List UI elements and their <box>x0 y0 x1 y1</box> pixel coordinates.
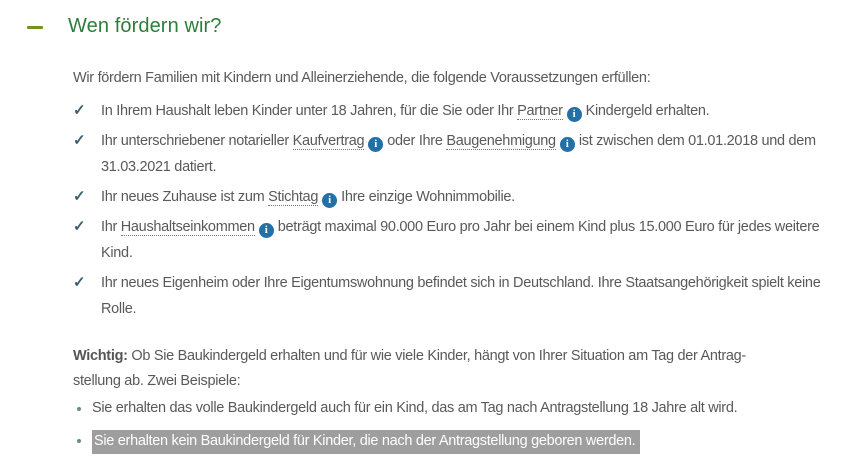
example-text: Sie erhalten das volle Baukindergeld auc… <box>92 400 738 416</box>
checklist-item: ✓ Ihr unterschriebener notarieller Kaufve… <box>73 128 833 180</box>
check-icon: ✓ <box>73 132 86 149</box>
stichtag-link[interactable]: Stichtag <box>268 189 319 206</box>
requirements-checklist: ✓ In Ihrem Haushalt leben Kinder unter 18… <box>73 98 833 322</box>
checklist-item-text: Ihr neues Eigenheim oder Ihre Eigentumsw… <box>101 275 821 317</box>
kaufvertrag-link[interactable]: Kaufvertrag <box>292 133 365 150</box>
info-icon[interactable]: i <box>258 223 274 238</box>
info-icon[interactable]: i <box>322 193 338 208</box>
example-item: Sie erhalten das volle Baukindergeld auc… <box>73 398 833 419</box>
important-label: Wichtig: <box>73 348 128 364</box>
checklist-item-text: Ihr unterschriebener notarieller Kaufver… <box>101 133 816 175</box>
check-icon: ✓ <box>73 218 86 235</box>
partner-link[interactable]: Partner <box>517 103 563 120</box>
baugenehmigung-link[interactable]: Baugenehmigung <box>446 133 556 150</box>
info-icon[interactable]: i <box>559 137 575 152</box>
checklist-item-text: Ihr neues Zuhause ist zum Stichtag i Ihre … <box>101 189 515 208</box>
checklist-item: ✓ In Ihrem Haushalt leben Kinder unter 18… <box>73 98 833 124</box>
bullet-icon <box>77 439 81 443</box>
intro-paragraph: Wir fördern Familien mit Kindern und All… <box>73 70 651 86</box>
accordion-content: Wir fördern Familien mit Kindern und All… <box>73 65 833 454</box>
example-text-selected: Sie erhalten kein Baukindergeld für Kind… <box>92 430 641 454</box>
checklist-item-text: Ihr Haushaltseinkommen i beträgt maximal 9… <box>101 219 820 261</box>
checklist-item: ✓ Ihr Haushaltseinkommen i beträgt maximal … <box>73 214 833 266</box>
important-note: Wichtig: Ob Sie Baukindergeld erhalten u… <box>73 344 833 394</box>
check-icon: ✓ <box>73 102 86 119</box>
info-icon[interactable]: i <box>566 107 582 122</box>
important-text-line2: stellung ab. Zwei Beispiele: <box>73 373 241 389</box>
faq-accordion-section: Wen fördern wir? Wir fördern Familien mi… <box>27 14 834 454</box>
checklist-item-text: In Ihrem Haushalt leben Kinder unter 18 … <box>101 103 710 122</box>
info-icon[interactable]: i <box>368 137 384 152</box>
accordion-header[interactable]: Wen fördern wir? <box>27 14 834 38</box>
important-text-line1: Ob Sie Baukindergeld erhalten und für wi… <box>131 348 746 364</box>
accordion-title: Wen fördern wir? <box>68 14 222 37</box>
examples-list: Sie erhalten das volle Baukindergeld auc… <box>73 398 833 454</box>
bullet-icon <box>77 407 81 411</box>
haushaltseinkommen-link[interactable]: Haushaltseinkommen <box>120 219 255 236</box>
checklist-item: ✓ Ihr neues Zuhause ist zum Stichtag i Ihre… <box>73 184 833 210</box>
checklist-item: ✓ Ihr neues Eigenheim oder Ihre Eigentums… <box>73 270 833 322</box>
check-icon: ✓ <box>73 188 86 205</box>
example-item: Sie erhalten kein Baukindergeld für Kind… <box>73 430 833 454</box>
collapse-minus-icon <box>27 26 43 29</box>
check-icon: ✓ <box>73 274 86 291</box>
